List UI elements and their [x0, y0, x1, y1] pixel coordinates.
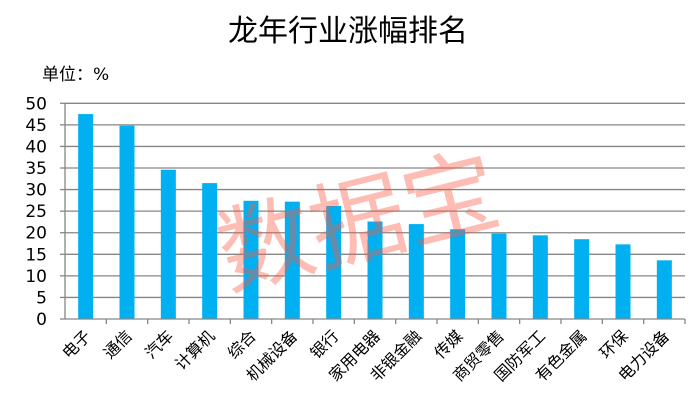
- x-tick-label: 汽车: [141, 326, 177, 362]
- bar: [326, 205, 342, 319]
- bar: [202, 183, 218, 319]
- bar: [491, 233, 507, 319]
- y-tick-label: 35: [25, 159, 47, 179]
- y-tick-label: 5: [36, 288, 47, 308]
- bar: [408, 224, 424, 319]
- chart-title: 龙年行业涨幅排名: [228, 14, 468, 49]
- y-tick-label: 20: [25, 224, 47, 244]
- bar: [532, 235, 548, 319]
- y-tick-label: 40: [25, 137, 47, 157]
- bar: [243, 200, 259, 319]
- x-tick-label: 计算机: [171, 326, 218, 373]
- x-tick-label: 银行: [306, 326, 342, 362]
- bar: [284, 201, 300, 319]
- y-tick-label: 45: [25, 116, 47, 136]
- x-tick-label: 环保: [596, 326, 632, 362]
- x-tick-label: 传媒: [430, 326, 466, 362]
- bar: [367, 221, 383, 319]
- y-tick-label: 50: [25, 94, 47, 114]
- unit-label: 单位：%: [42, 65, 110, 85]
- y-tick-label: 15: [25, 245, 47, 265]
- bar: [119, 125, 135, 319]
- bar: [574, 239, 590, 319]
- bar: [160, 169, 176, 319]
- bar: [656, 260, 672, 319]
- bar: [615, 244, 631, 319]
- y-tick-label: 0: [36, 310, 47, 330]
- y-tick-label: 25: [25, 202, 47, 222]
- bar: [78, 114, 94, 320]
- y-tick-label: 10: [25, 267, 47, 287]
- x-tick-label: 电子: [58, 326, 94, 362]
- y-tick-label: 30: [25, 181, 47, 201]
- bar: [450, 229, 466, 319]
- x-tick-label: 综合: [224, 326, 260, 362]
- x-tick-label: 通信: [100, 326, 136, 362]
